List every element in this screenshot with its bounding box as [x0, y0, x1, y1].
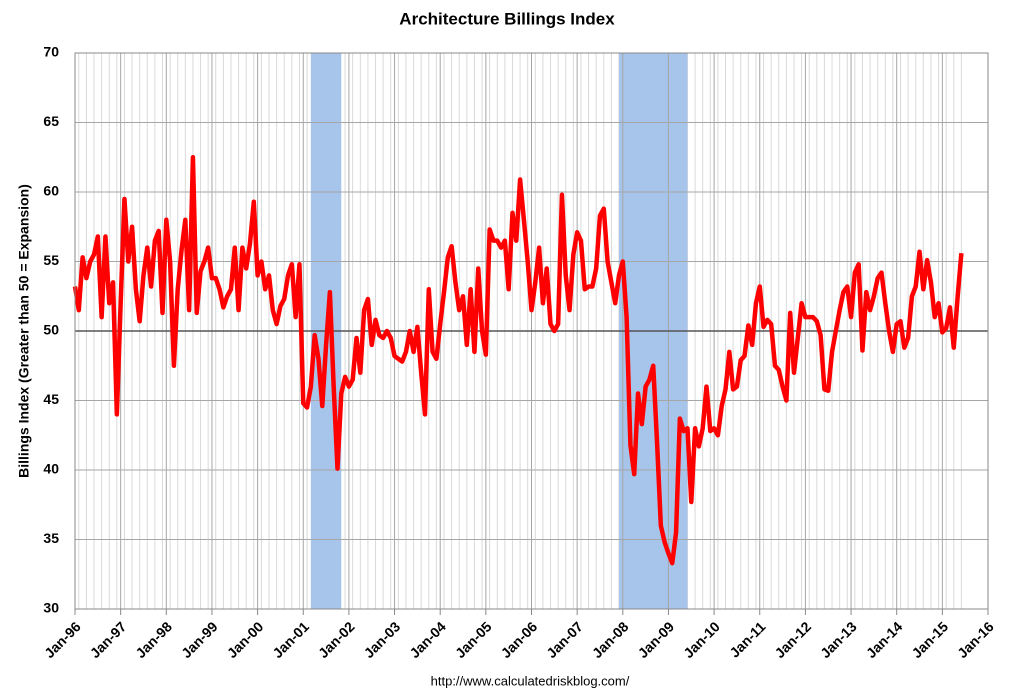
x-tick-label: Jan-97: [87, 618, 130, 661]
x-tick-label: Jan-99: [178, 618, 221, 661]
x-tick-label: Jan-09: [635, 618, 678, 661]
y-tick-label: 55: [43, 252, 59, 268]
y-axis-label: Billings Index (Greater than 50 = Expans…: [16, 184, 32, 478]
source: http://www.calculatedriskblog.com/: [431, 673, 630, 688]
y-tick-label: 30: [43, 600, 59, 616]
x-tick-label: Jan-10: [680, 618, 723, 661]
y-tick-label: 45: [43, 391, 59, 407]
y-tick-label: 70: [43, 44, 59, 60]
x-tick-label: Jan-11: [726, 618, 768, 660]
x-tick-label: Jan-98: [132, 618, 175, 661]
y-tick-label: 65: [43, 113, 59, 129]
x-tick-label: Jan-08: [589, 618, 632, 661]
x-tick-label: Jan-12: [771, 618, 814, 661]
plot-border: [74, 52, 989, 610]
x-tick-label: Jan-05: [452, 618, 495, 661]
x-tick-label: Jan-96: [41, 618, 84, 661]
x-tick-label: Jan-06: [498, 618, 541, 661]
x-tick-label: Jan-01: [269, 618, 312, 661]
y-tick-label: 60: [43, 183, 59, 199]
data-line: [72, 155, 964, 566]
x-tick-label: Jan-14: [863, 618, 906, 661]
chart-title: Architecture Billings Index: [399, 9, 615, 28]
x-tick-label: Jan-07: [543, 618, 586, 661]
x-tick-label: Jan-03: [361, 618, 404, 661]
y-tick-label: 50: [43, 322, 59, 338]
x-tick-label: Jan-15: [908, 618, 951, 661]
x-tick-label: Jan-13: [817, 618, 860, 661]
x-tick-label: Jan-02: [315, 618, 358, 661]
y-tick-label: 40: [43, 461, 59, 477]
y-tick-label: 35: [43, 530, 59, 546]
x-tick-label: Jan-16: [954, 618, 997, 661]
x-tick-label: Jan-00: [224, 618, 267, 661]
x-tick-label: Jan-04: [406, 618, 449, 661]
